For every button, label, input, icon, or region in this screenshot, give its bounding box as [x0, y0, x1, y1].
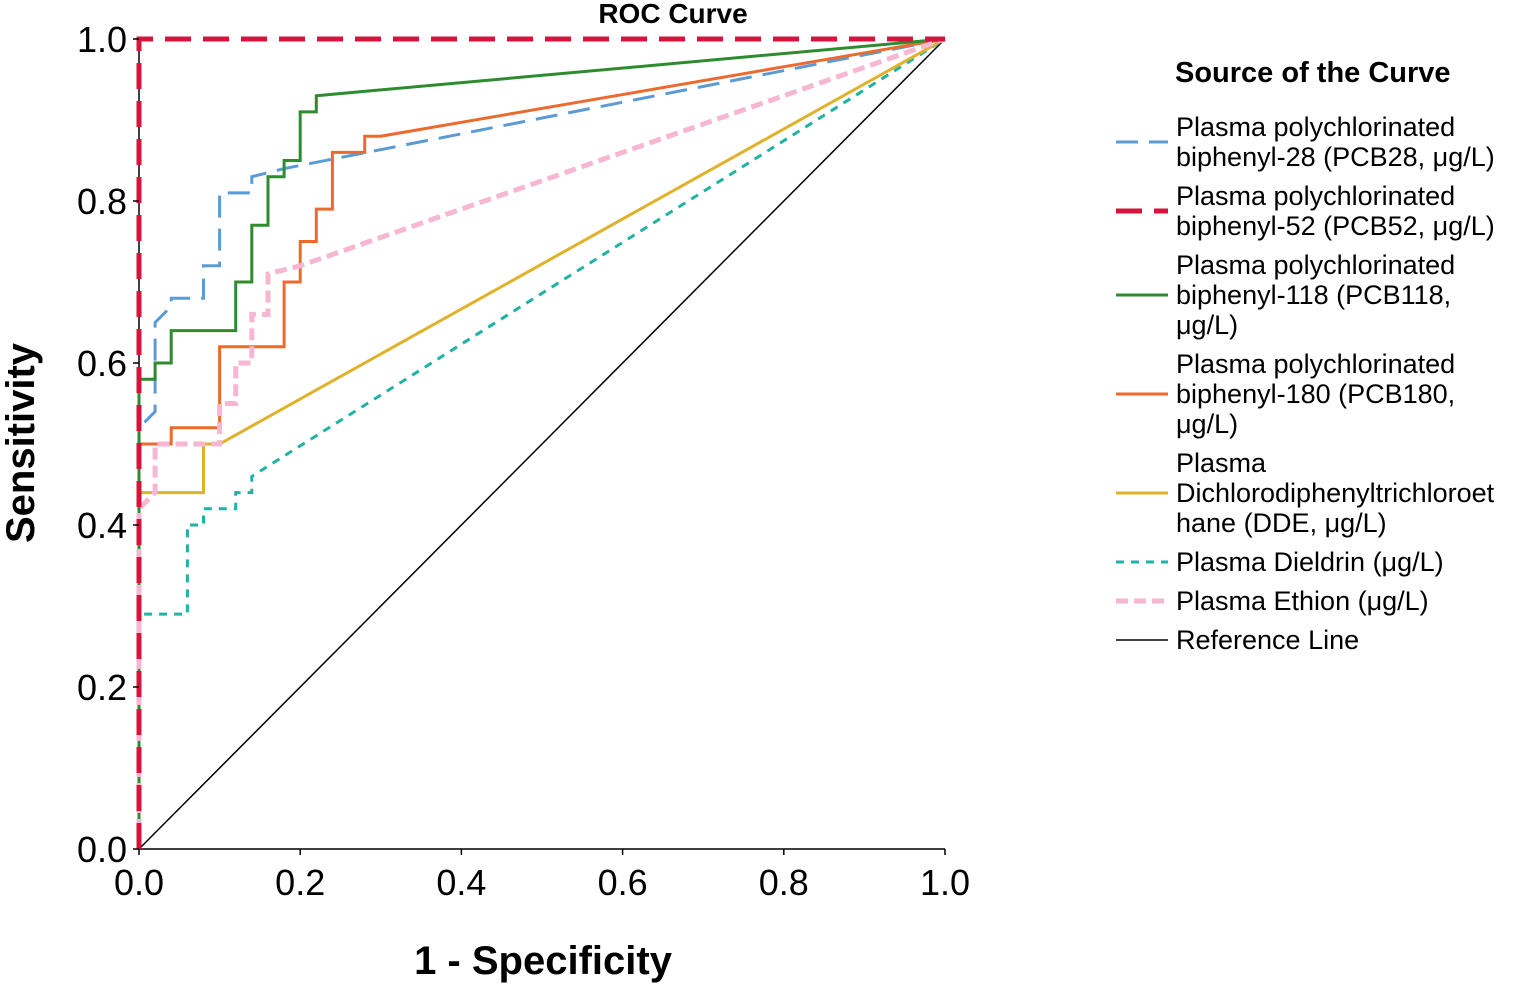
legend-label-1: Plasma polychlorinated	[1176, 181, 1455, 211]
legend-title: Source of the Curve	[1175, 57, 1451, 89]
legend-label-2: biphenyl-118 (PCB118,	[1176, 280, 1451, 310]
legend-label-3: μg/L)	[1176, 409, 1238, 439]
x-axis-title: 1 - Specificity	[414, 939, 673, 983]
y-tick-label: 0.0	[77, 829, 127, 870]
series-line-6	[136, 36, 946, 849]
y-axis-title: Sensitivity	[0, 342, 43, 543]
legend-label-0: Plasma polychlorinated	[1176, 112, 1455, 142]
legend-label-2: μg/L)	[1176, 310, 1238, 340]
series-line-7	[138, 38, 946, 850]
legend-label-6: Plasma Ethion (μg/L)	[1176, 586, 1429, 616]
y-tick-label: 1.0	[77, 19, 127, 60]
y-tick-label: 0.6	[77, 343, 127, 384]
legend-label-7: Reference Line	[1176, 625, 1359, 655]
y-axis-ticks: 0.0 0.2 0.4 0.6 0.8 1.0	[77, 19, 139, 870]
legend-label-2: Plasma polychlorinated	[1176, 250, 1455, 280]
y-tick-label: 0.8	[77, 181, 127, 222]
x-tick-label: 0.6	[598, 862, 648, 903]
x-axis-ticks: 0.0 0.2 0.4 0.6 0.8 1.0	[114, 849, 970, 903]
legend-label-3: Plasma polychlorinated	[1176, 349, 1455, 379]
legend: Source of the Curve Plasma polychlorinat…	[1116, 57, 1495, 655]
legend-label-5: Plasma Dieldrin (μg/L)	[1176, 547, 1444, 577]
series-line-3	[137, 37, 946, 849]
legend-label-3: biphenyl-180 (PCB180,	[1176, 379, 1455, 409]
series-line-2	[137, 37, 946, 849]
plot-area	[136, 36, 946, 850]
x-tick-label: 0.0	[114, 862, 164, 903]
series-line-0	[137, 37, 946, 849]
x-tick-label: 1.0	[920, 862, 970, 903]
y-tick-label: 0.2	[77, 667, 127, 708]
legend-label-4: Plasma	[1176, 448, 1267, 478]
legend-label-4: hane (DDE, μg/L)	[1176, 508, 1387, 538]
y-tick-label: 0.4	[77, 505, 127, 546]
chart-title: ROC Curve	[598, 0, 747, 29]
x-tick-label: 0.2	[275, 862, 325, 903]
x-tick-label: 0.4	[436, 862, 486, 903]
legend-label-0: biphenyl-28 (PCB28, μg/L)	[1176, 142, 1495, 172]
x-tick-label: 0.8	[759, 862, 809, 903]
legend-label-4: Dichlorodiphenyltrichloroet	[1176, 478, 1495, 508]
legend-label-1: biphenyl-52 (PCB52, μg/L)	[1176, 211, 1495, 241]
